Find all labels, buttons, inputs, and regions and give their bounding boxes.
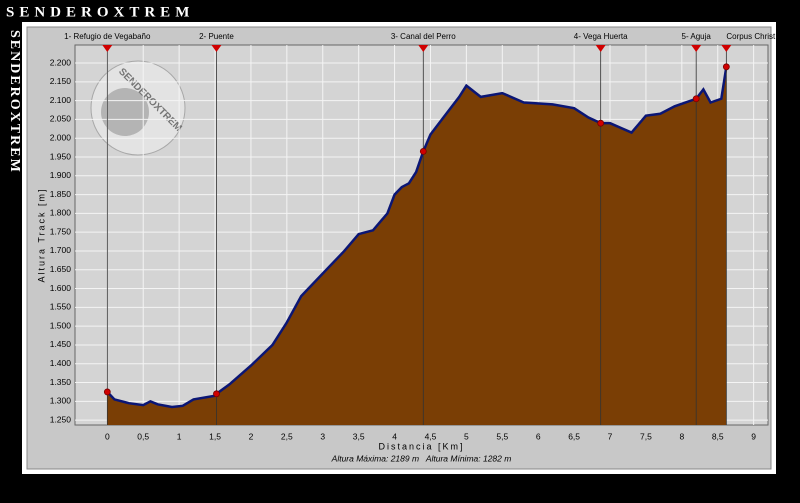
x-tick-label: 6 [536,431,541,441]
y-tick-label: 1.700 [50,245,72,255]
x-tick-label: 2 [249,431,254,441]
x-tick-label: 3 [320,431,325,441]
waypoint-label: 2- Puente [199,32,234,41]
x-tick-label: 9 [751,431,756,441]
y-tick-label: 1.850 [50,189,72,199]
x-tick-label: 3,5 [353,431,365,441]
line [106,66,728,409]
footer: Altura Máxima: 2189 m Altura Mínima: 128… [331,453,512,463]
x-tick-label: 0,5 [137,431,149,441]
x-axis-label: Distancia [Km] [378,441,464,451]
waypoint-marker [103,388,111,396]
y-tick-label: 2.100 [50,95,72,105]
x-tick-label: 4,5 [425,431,437,441]
y-tick-label: 1.500 [50,320,72,330]
y-tick-label: 1.400 [50,358,72,368]
x-tick-label: 1,5 [209,431,221,441]
waypoint-flag [102,45,113,52]
waypoint-label: 5- Aguja [682,32,712,41]
logo: SENDEROXTREM [90,60,186,156]
y-tick-label: 1.300 [50,396,72,406]
waypoint-marker [692,95,700,103]
y-tick-label: 1.650 [50,264,72,274]
side-title: SENDEROXTREM [7,30,22,174]
y-tick-label: 2.200 [50,57,72,67]
x-tick-label: 7,5 [640,431,652,441]
waypoint-label: Corpus Christ [726,32,776,41]
x-tick-label: 2,5 [281,431,293,441]
waypoint-label: 3- Canal del Perro [391,32,456,41]
area [107,66,727,425]
y-tick-label: 1.800 [50,208,72,218]
y-tick-label: 2.000 [50,132,72,142]
x-tick-label: 7 [608,431,613,441]
y-tick-label: 2.150 [50,76,72,86]
waypoint-flag [721,45,732,52]
y-tick-label: 1.950 [50,151,72,161]
y-tick-label: 1.900 [50,170,72,180]
waypoint-label: 4- Vega Huerta [574,32,628,41]
waypoint-marker [213,390,220,398]
x-tick-label: 1 [177,431,182,441]
waypoint-flag [418,45,429,52]
x-tick-label: 8,5 [712,431,724,441]
x-tick-label: 5 [464,431,469,441]
title: SENDEROXTREM [6,4,194,20]
waypoint-marker [722,63,730,71]
x-tick-label: 4 [392,431,397,441]
y-tick-label: 1.750 [50,226,72,236]
waypoint-marker [419,147,427,155]
logo-center [101,88,149,136]
x-tick-label: 5,5 [496,431,508,441]
waypoint-flag [595,45,606,52]
y-axis-label: Altura Track [m] [36,187,46,282]
y-tick-label: 1.350 [50,377,72,387]
y-tick-label: 2.050 [50,114,72,124]
x-tick-label: 8 [679,431,684,441]
waypoint-flag [211,45,222,52]
waypoint-flag [691,45,702,52]
waypoint-label: 1- Refugio de Vegabaño [64,32,151,41]
y-tick-label: 1.600 [50,283,72,293]
y-tick-label: 1.250 [50,414,72,424]
y-tick-label: 1.450 [50,339,72,349]
waypoint-marker [597,119,605,127]
x-tick-label: 6,5 [568,431,580,441]
x-tick-label: 0 [105,431,110,441]
y-tick-label: 1.550 [50,302,72,312]
